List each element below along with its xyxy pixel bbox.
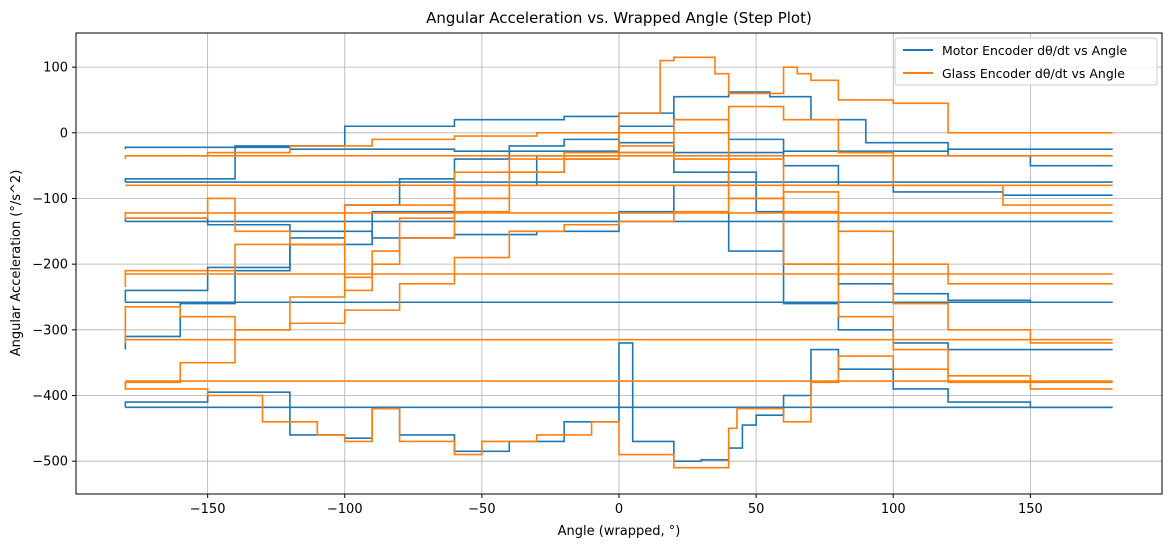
x-tick-label: 0 (615, 502, 623, 517)
x-tick-label: 150 (1018, 502, 1043, 517)
y-tick-label: 100 (43, 61, 68, 76)
y-tick-label: −500 (32, 455, 68, 470)
series-line-segment (124, 191, 1113, 343)
legend-box (894, 37, 1158, 86)
series-line-segment (124, 355, 1113, 469)
legend: Motor Encoder dθ/dt vs Angle Glass Encod… (894, 37, 1158, 86)
x-tick-label: 100 (881, 502, 906, 517)
tick-marks: −150 −100 −50 0 50 100 1501000−100−200−300−400… (32, 61, 1042, 517)
chart-title: Angular Acceleration vs. Wrapped Angle (… (426, 9, 812, 27)
x-tick-label: −100 (327, 502, 363, 517)
series-line-segment (124, 56, 1113, 160)
grid-lines (76, 33, 1162, 494)
x-axis-label: Angle (wrapped, °) (558, 524, 681, 539)
series-glass-encoder (124, 56, 1113, 469)
legend-label-glass: Glass Encoder dθ/dt vs Angle (942, 66, 1125, 81)
y-tick-label: −200 (32, 258, 68, 273)
y-axis-label: Angular Acceleration (°/s^2) (9, 170, 24, 357)
y-tick-label: −100 (32, 192, 68, 207)
y-tick-label: −300 (32, 323, 68, 338)
legend-label-motor: Motor Encoder dθ/dt vs Angle (942, 43, 1128, 58)
y-tick-label: −400 (32, 389, 68, 404)
x-tick-label: −150 (190, 502, 226, 517)
x-tick-label: 50 (748, 502, 765, 517)
y-tick-label: 0 (60, 126, 68, 141)
series-line-segment (124, 105, 1113, 288)
series-group (124, 56, 1113, 469)
x-tick-label: −50 (468, 502, 495, 517)
